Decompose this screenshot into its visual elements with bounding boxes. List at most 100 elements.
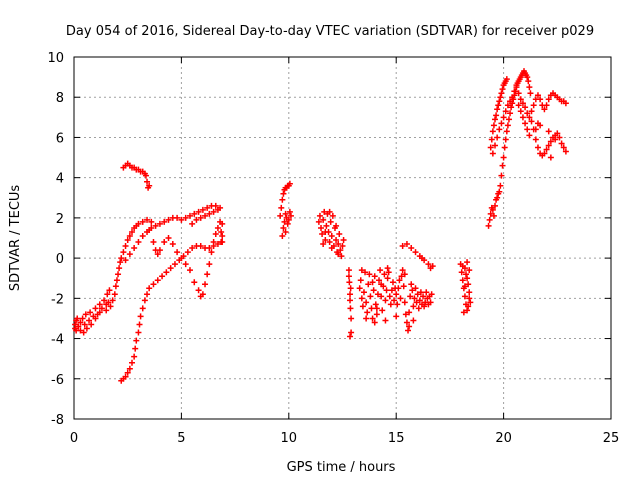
data-point-marker (401, 299, 408, 306)
data-point-marker (410, 317, 417, 324)
data-point-marker (77, 319, 84, 326)
data-point-marker (347, 305, 354, 312)
data-point-marker (356, 285, 363, 292)
data-point-marker (159, 273, 166, 280)
data-point-marker (206, 261, 213, 268)
data-point-marker (202, 281, 209, 288)
data-point-marker (371, 273, 378, 280)
data-point-marker (195, 287, 202, 294)
data-point-marker (105, 299, 112, 306)
data-point-marker (169, 241, 176, 248)
data-point-marker (80, 329, 87, 336)
data-point-marker (460, 309, 467, 316)
data-point-marker (318, 224, 325, 231)
data-point-marker (492, 202, 499, 209)
data-point-marker (319, 230, 326, 237)
data-point-marker (186, 267, 193, 274)
data-point-marker (348, 315, 355, 322)
data-point-marker (428, 291, 435, 298)
data-point-marker (502, 108, 509, 115)
data-point-marker (554, 130, 561, 137)
data-point-marker (532, 136, 539, 143)
data-point-marker (111, 291, 118, 298)
data-point-marker (133, 337, 140, 344)
data-point-marker (465, 281, 472, 288)
data-point-marker (496, 188, 503, 195)
data-point-marker (498, 172, 505, 179)
data-point-marker (522, 104, 529, 111)
data-point-marker (142, 172, 149, 179)
data-point-marker (218, 239, 225, 246)
data-point-marker (144, 216, 151, 223)
data-point-marker (420, 293, 427, 300)
data-point-marker (465, 303, 472, 310)
data-point-marker (320, 216, 327, 223)
data-point-marker (333, 222, 340, 229)
data-point-marker (363, 299, 370, 306)
data-point-marker (525, 78, 532, 85)
y-tick-labels: -8 -6 -4 -2 0 2 4 6 8 10 (47, 51, 64, 428)
data-point-marker (189, 245, 196, 252)
data-point-marker (422, 299, 429, 306)
data-point-marker (412, 249, 419, 256)
data-point-marker (496, 126, 503, 133)
data-point-marker (407, 293, 414, 300)
data-point-marker (519, 114, 526, 121)
x-tick-labels: 0 5 10 15 20 25 (70, 431, 619, 446)
data-point-marker (126, 251, 133, 258)
data-point-marker (369, 315, 376, 322)
data-point-marker (395, 285, 402, 292)
data-point-marker (504, 102, 511, 109)
data-point-marker (284, 220, 291, 227)
data-point-marker (409, 287, 416, 294)
data-point-marker (389, 279, 396, 286)
data-point-marker (124, 237, 131, 244)
data-point-marker (358, 295, 365, 302)
data-point-marker (131, 353, 138, 360)
data-point-marker (373, 311, 380, 318)
data-point-marker (382, 297, 389, 304)
data-point-marker (417, 289, 424, 296)
data-point-marker (408, 245, 415, 252)
data-point-marker (137, 313, 144, 320)
data-point-marker (492, 142, 499, 149)
data-point-marker (405, 327, 412, 334)
data-point-marker (499, 162, 506, 169)
data-point-marker (150, 239, 157, 246)
data-point-marker (373, 305, 380, 312)
data-point-marker (464, 275, 471, 282)
data-point-marker (385, 269, 392, 276)
data-point-marker (161, 218, 168, 225)
data-point-marker (429, 263, 436, 270)
data-point-marker (136, 321, 143, 328)
data-point-marker (500, 154, 507, 161)
data-point-marker (399, 243, 406, 250)
data-point-marker (502, 136, 509, 143)
y-tick-label: 4 (56, 172, 64, 187)
data-point-marker (74, 315, 81, 322)
data-point-marker (487, 144, 494, 151)
y-tick-label: -8 (51, 413, 64, 428)
data-point-marker (182, 261, 189, 268)
data-point-marker (135, 220, 142, 227)
data-point-marker (406, 309, 413, 316)
data-point-marker (487, 210, 494, 217)
data-point-marker (393, 291, 400, 298)
data-point-marker (494, 194, 501, 201)
data-point-marker (77, 327, 84, 334)
data-point-marker (562, 148, 569, 155)
data-point-marker (541, 150, 548, 157)
data-point-marker (154, 277, 161, 284)
data-point-marker (515, 102, 522, 109)
data-point-marker (86, 317, 93, 324)
data-point-marker (486, 216, 493, 223)
y-axis-label: SDTVAR / TECUs (8, 185, 23, 292)
x-tick-label: 15 (388, 431, 405, 446)
data-point-marker (393, 313, 400, 320)
data-point-marker (363, 315, 370, 322)
data-point-marker (156, 220, 163, 227)
data-point-marker (210, 239, 217, 246)
x-tick-label: 0 (70, 431, 78, 446)
data-point-marker (489, 128, 496, 135)
data-point-marker (154, 251, 161, 258)
